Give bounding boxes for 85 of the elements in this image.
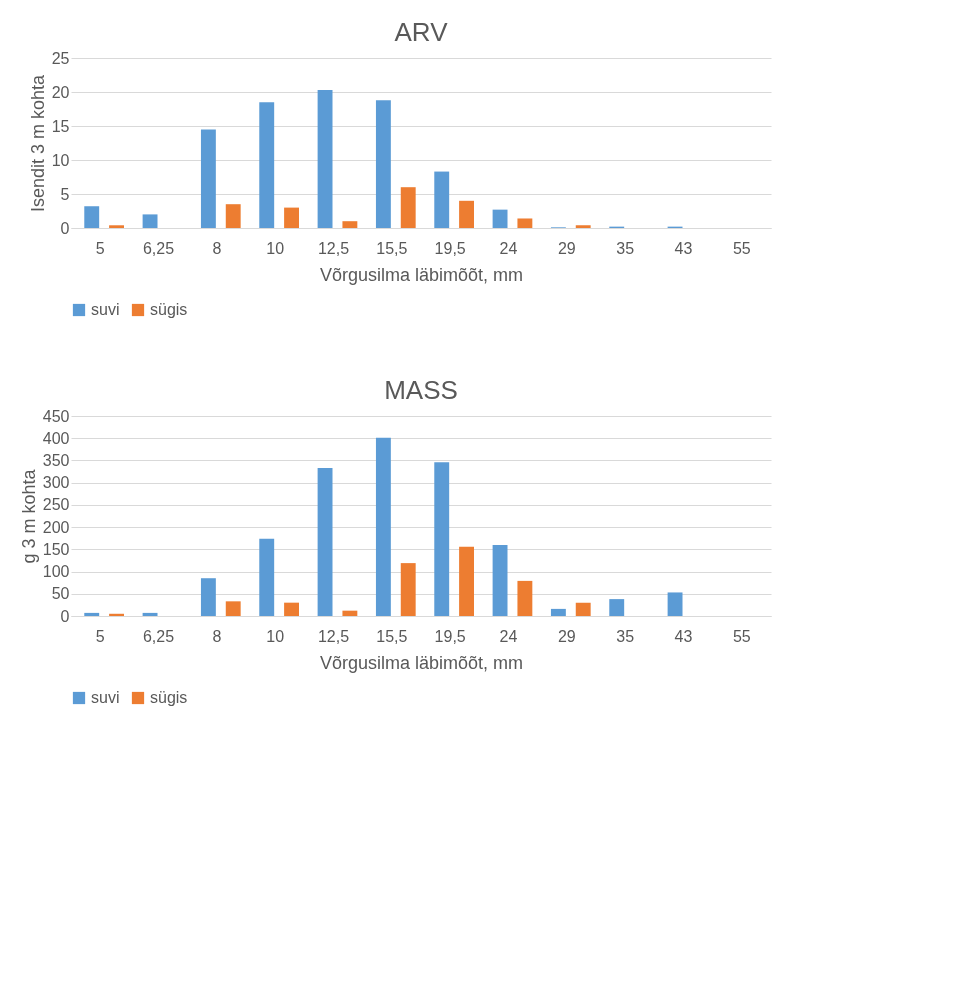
bar <box>517 580 533 616</box>
bar <box>609 599 625 616</box>
bar <box>492 544 508 616</box>
bar <box>225 601 241 616</box>
y-tick-label: 50 <box>51 585 70 603</box>
bar <box>109 225 124 228</box>
y-tick-label: 100 <box>42 563 70 581</box>
bar <box>284 207 299 228</box>
y-tick-label: 0 <box>60 607 70 625</box>
bar <box>200 578 216 616</box>
bar <box>459 200 474 228</box>
y-tick-label: 250 <box>42 496 70 514</box>
legend-label: suvi <box>91 689 120 706</box>
x-tick-label: 35 <box>616 627 635 645</box>
bar <box>517 218 533 228</box>
x-tick-label: 6,25 <box>142 627 175 645</box>
bar <box>200 129 216 228</box>
x-tick-label: 55 <box>732 239 751 257</box>
bar <box>109 613 124 616</box>
bar <box>575 225 591 228</box>
x-tick-label: 29 <box>557 627 576 645</box>
bar <box>667 592 683 616</box>
x-tick-label: 15,5 <box>376 239 408 257</box>
y-axis-title: Isendit 3 m kohta <box>27 73 48 213</box>
x-tick-label: 19,5 <box>434 239 466 257</box>
chart-title: MASS <box>384 375 458 405</box>
bar <box>259 538 275 616</box>
bar <box>375 100 391 228</box>
y-tick-label: 400 <box>42 429 70 447</box>
bar <box>342 610 358 616</box>
x-tick-label: 55 <box>732 627 751 645</box>
y-tick-label: 5 <box>60 185 70 203</box>
y-tick-label: 150 <box>42 540 70 558</box>
bar <box>434 462 450 616</box>
x-tick-label: 6,25 <box>142 239 175 257</box>
x-tick-label: 12,5 <box>317 239 350 257</box>
x-tick-label: 24 <box>499 239 518 257</box>
x-tick-label: 19,5 <box>434 627 466 645</box>
bar <box>342 221 358 228</box>
x-tick-label: 12,5 <box>317 627 350 645</box>
bar <box>84 206 100 228</box>
x-tick-label: 43 <box>674 239 693 257</box>
bar <box>459 546 474 616</box>
x-tick-label: 8 <box>212 627 222 645</box>
bar <box>317 468 333 616</box>
bar <box>225 204 241 228</box>
x-tick-label: 29 <box>557 239 576 257</box>
bar <box>434 171 450 228</box>
bar <box>142 612 158 616</box>
bar <box>375 437 391 616</box>
legend-label: suvi <box>91 301 120 318</box>
x-tick-label: 10 <box>266 239 285 257</box>
chart-title: ARV <box>394 17 449 47</box>
legend-label: sügis <box>150 301 188 318</box>
y-axis-title: g 3 m kohta <box>18 468 39 564</box>
x-axis-title: Võrgusilma läbimõõt, mm <box>319 264 524 285</box>
bar <box>400 563 416 616</box>
bar <box>550 608 566 616</box>
bar <box>317 89 333 228</box>
bar <box>284 602 299 616</box>
bar <box>400 187 416 228</box>
x-tick-label: 5 <box>95 239 105 257</box>
bar <box>259 102 275 228</box>
y-tick-label: 350 <box>42 451 70 469</box>
x-tick-label: 10 <box>266 627 285 645</box>
x-tick-label: 43 <box>674 627 693 645</box>
bar <box>575 602 591 616</box>
y-tick-label: 450 <box>42 407 70 425</box>
y-tick-label: 300 <box>42 474 70 492</box>
legend-label: sügis <box>150 689 188 706</box>
x-tick-label: 5 <box>95 627 105 645</box>
y-tick-label: 15 <box>51 117 70 135</box>
y-tick-label: 20 <box>51 83 70 101</box>
bar <box>142 214 158 228</box>
y-tick-label: 200 <box>42 518 70 536</box>
y-tick-label: 10 <box>51 151 70 169</box>
x-tick-label: 8 <box>212 239 222 257</box>
x-axis-title: Võrgusilma läbimõõt, mm <box>319 652 524 673</box>
bar <box>84 612 100 616</box>
bar <box>492 209 508 228</box>
x-tick-label: 15,5 <box>376 627 408 645</box>
x-tick-label: 24 <box>499 627 518 645</box>
y-tick-label: 0 <box>60 219 70 237</box>
x-tick-label: 35 <box>616 239 635 257</box>
y-tick-label: 25 <box>51 49 70 67</box>
